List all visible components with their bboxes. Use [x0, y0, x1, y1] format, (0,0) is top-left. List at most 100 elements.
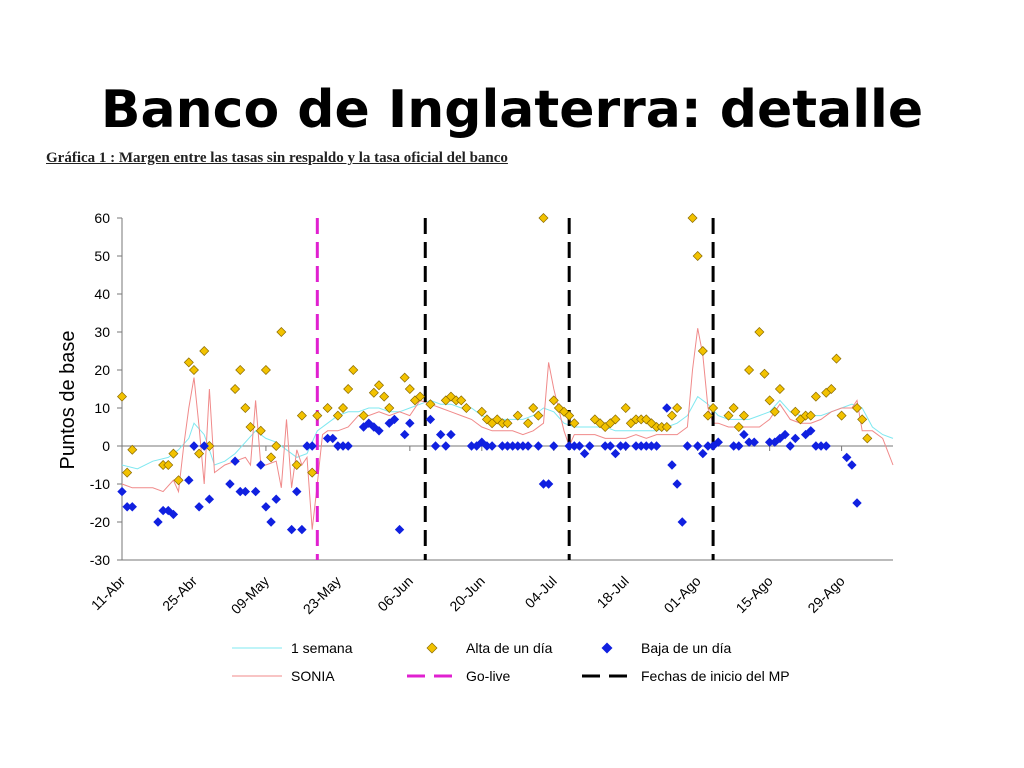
- baja-point: [621, 441, 631, 451]
- legend-swatch-baja: [601, 642, 613, 654]
- x-tick-label: 01-Ago: [661, 573, 704, 616]
- alta-point: [569, 418, 580, 429]
- baja-point: [358, 422, 369, 432]
- baja-point: [328, 433, 338, 444]
- baja-point: [734, 441, 744, 451]
- baja-point: [651, 441, 662, 451]
- alta-point: [296, 410, 307, 421]
- y-tick-label: 60: [94, 210, 110, 226]
- chart-vlines: [315, 218, 715, 560]
- alta-point: [769, 406, 780, 417]
- baja-point: [698, 448, 708, 459]
- alta-point: [723, 410, 734, 421]
- y-tick-label: -20: [90, 514, 110, 530]
- baja-point: [677, 517, 687, 527]
- baja-point: [435, 429, 446, 440]
- alta-point: [343, 384, 354, 394]
- slide-title: Banco de Inglaterra: detalle: [100, 80, 924, 140]
- alta-point: [271, 441, 282, 451]
- baja-point: [667, 460, 677, 470]
- alta-point: [384, 403, 395, 413]
- alta-point: [728, 403, 739, 413]
- alta-point: [697, 346, 708, 356]
- alta-point: [476, 406, 487, 417]
- alta-point: [862, 433, 873, 444]
- y-axis-label: Puntos de base: [57, 331, 79, 470]
- alta-point: [759, 368, 770, 379]
- alta-point: [245, 422, 256, 432]
- baja-point: [847, 460, 857, 470]
- baja-point: [770, 437, 780, 447]
- x-tick-label: 23-May: [300, 573, 344, 617]
- baja-point: [662, 403, 672, 413]
- x-tick-label: 09-May: [228, 573, 272, 617]
- baja-point: [543, 479, 554, 489]
- baja-point: [256, 460, 266, 470]
- alta-point: [260, 365, 271, 375]
- baja-point: [477, 437, 487, 447]
- alta-point: [461, 403, 472, 413]
- baja-point: [261, 502, 271, 512]
- baja-point: [374, 426, 384, 436]
- baja-point: [806, 426, 816, 436]
- alta-point: [564, 410, 575, 421]
- baja-point: [286, 524, 297, 535]
- alta-point: [379, 391, 390, 402]
- alta-point: [502, 418, 513, 429]
- alta-point: [173, 475, 184, 486]
- alta-point: [810, 391, 821, 402]
- alta-point: [358, 410, 369, 421]
- x-tick-label: 25-Abr: [159, 573, 200, 614]
- baja-point: [250, 486, 261, 497]
- alta-point: [425, 399, 436, 410]
- alta-point: [733, 422, 744, 432]
- alta-point: [754, 327, 765, 337]
- alta-point: [127, 444, 138, 455]
- legend-swatch-alta: [426, 642, 438, 654]
- alta-point: [322, 403, 333, 413]
- y-tick-label: 50: [94, 248, 110, 264]
- baja-point: [307, 441, 317, 451]
- alta-point: [235, 365, 246, 375]
- legend-label-mp-dates: Fechas de inicio del MP: [641, 668, 790, 684]
- baja-point: [713, 437, 723, 447]
- x-tick-label: 04-Jul: [522, 573, 560, 611]
- alta-point: [168, 448, 179, 459]
- baja-point: [533, 441, 544, 451]
- baja-point: [785, 441, 795, 451]
- alta-point: [708, 403, 719, 413]
- legend-label-alta: Alta de un día: [466, 640, 553, 656]
- baja-point: [153, 517, 163, 527]
- legend-label-sonia: SONIA: [291, 668, 335, 684]
- legend-label-baja: Baja de un día: [641, 640, 732, 656]
- baja-point: [605, 441, 615, 451]
- alta-point: [332, 410, 343, 421]
- baja-point: [574, 441, 585, 451]
- alta-point: [692, 251, 703, 261]
- baja-point: [446, 429, 456, 440]
- baja-point: [194, 502, 204, 512]
- alta-point: [240, 403, 251, 413]
- baja-point: [189, 441, 199, 451]
- alta-point: [548, 395, 559, 406]
- alta-point: [764, 395, 775, 406]
- baja-point: [430, 441, 441, 451]
- alta-point: [456, 395, 467, 406]
- y-tick-label: 30: [94, 324, 110, 340]
- alta-point: [805, 410, 816, 421]
- alta-point: [831, 353, 842, 364]
- baja-point: [842, 452, 852, 463]
- legend-label-go-live: Go-live: [466, 668, 511, 684]
- x-tick-label: 11-Abr: [88, 573, 129, 614]
- baja-point: [364, 418, 374, 428]
- baja-point: [800, 429, 811, 440]
- alta-point: [368, 387, 379, 398]
- baja-point: [682, 441, 693, 451]
- chart-points: [117, 213, 873, 535]
- baja-point: [204, 494, 215, 504]
- baja-point: [487, 441, 497, 451]
- alta-point: [374, 380, 384, 391]
- alta-point: [738, 410, 749, 421]
- y-tick-label: -10: [90, 476, 110, 492]
- baja-point: [780, 429, 790, 440]
